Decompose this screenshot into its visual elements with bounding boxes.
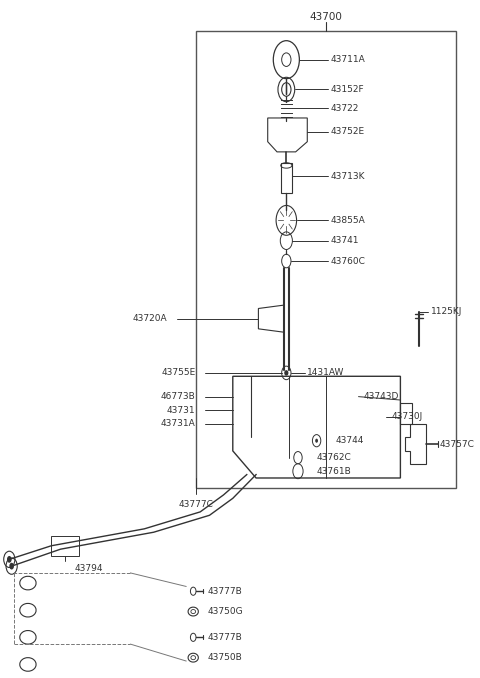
Text: 43762C: 43762C: [317, 453, 351, 462]
Text: 43700: 43700: [310, 12, 342, 22]
Text: 43855A: 43855A: [331, 216, 365, 225]
Text: 43760C: 43760C: [331, 256, 365, 266]
Text: 43730J: 43730J: [391, 412, 422, 422]
Text: 43711A: 43711A: [331, 55, 365, 64]
Circle shape: [285, 371, 288, 375]
Circle shape: [9, 563, 14, 570]
Text: 43744: 43744: [335, 436, 363, 445]
Text: 43752E: 43752E: [331, 127, 365, 136]
Text: 1125KJ: 1125KJ: [431, 307, 462, 317]
Text: 43777C: 43777C: [178, 500, 213, 509]
Text: 43777B: 43777B: [207, 633, 242, 642]
Text: 43777B: 43777B: [207, 586, 242, 596]
Text: 43750G: 43750G: [207, 607, 243, 616]
Text: 43713K: 43713K: [331, 172, 365, 181]
Circle shape: [7, 556, 12, 563]
Text: 43741: 43741: [331, 236, 359, 245]
Text: 43761B: 43761B: [317, 466, 351, 476]
Circle shape: [315, 439, 318, 443]
Text: 43152F: 43152F: [331, 85, 364, 94]
Text: 43794: 43794: [74, 564, 103, 573]
Text: 43722: 43722: [331, 104, 359, 113]
Text: 43750B: 43750B: [207, 653, 242, 662]
Text: 43743D: 43743D: [363, 392, 398, 401]
Text: 1431AW: 1431AW: [307, 368, 345, 378]
Text: 46773B: 46773B: [161, 392, 195, 401]
Text: 43731: 43731: [167, 405, 195, 415]
Text: 43757C: 43757C: [440, 439, 475, 449]
Text: 43731A: 43731A: [161, 419, 195, 428]
Bar: [51, 536, 79, 556]
Text: 43755E: 43755E: [161, 368, 195, 378]
Text: 43720A: 43720A: [133, 314, 168, 323]
